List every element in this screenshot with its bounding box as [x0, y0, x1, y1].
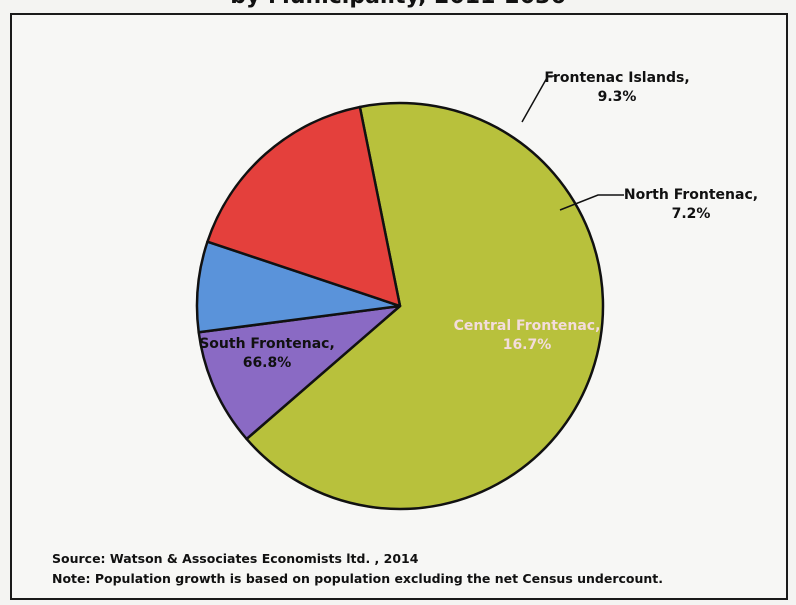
pie-slice-frontenac-islands	[197, 304, 402, 441]
chart-title: by Municipality, 2011-2036	[0, 0, 796, 9]
leader-line-frontenac-islands	[521, 75, 556, 123]
data-label-south-frontenac: South Frontenac, 66.8%	[199, 336, 335, 371]
pie-slice-south-frontenac	[245, 101, 605, 511]
source-note: Source: Watson & Associates Economists l…	[52, 551, 419, 566]
pie-slice-central-frontenac	[206, 105, 402, 308]
data-label-central-frontenac: Central Frontenac, 16.7%	[454, 318, 601, 353]
leader-line-north-frontenac	[559, 194, 624, 211]
population-note: Note: Population growth is based on popu…	[52, 571, 664, 586]
data-label-north-frontenac: North Frontenac, 7.2%	[624, 187, 758, 222]
data-label-frontenac-islands: Frontenac Islands, 9.3%	[544, 70, 689, 105]
